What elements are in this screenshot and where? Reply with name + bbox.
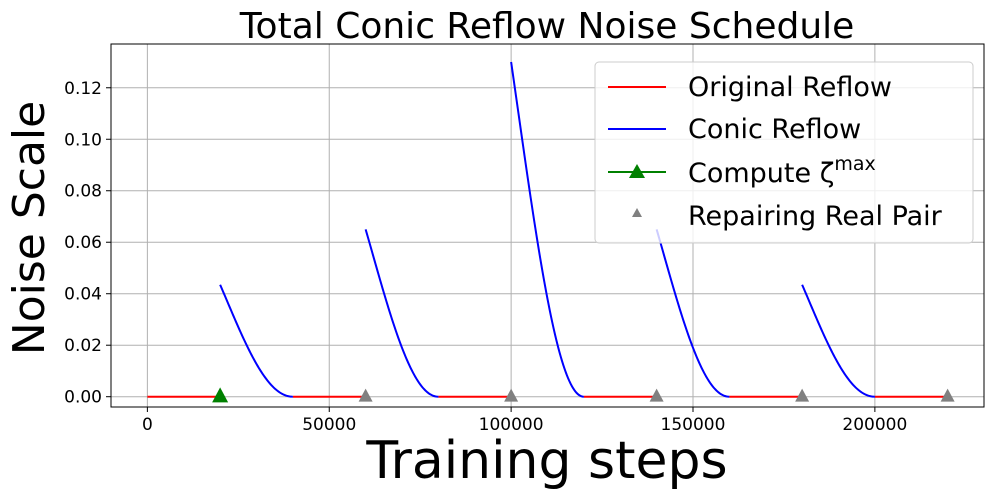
legend-label-repairing-real-pair: Repairing Real Pair bbox=[688, 201, 943, 232]
legend-swatch-compute-marker bbox=[629, 164, 645, 178]
x-axis-label: Training steps bbox=[365, 431, 727, 491]
chart-title: Total Conic Reflow Noise Schedule bbox=[239, 6, 855, 47]
conic-reflow-segment bbox=[364, 229, 439, 398]
legend-swatch-repairing-marker bbox=[632, 208, 642, 217]
legend-label-conic-reflow: Conic Reflow bbox=[688, 114, 861, 145]
y-tick-label: 0.02 bbox=[64, 336, 102, 356]
repairing-real-pair-marker bbox=[940, 388, 955, 402]
x-tick-label: 200000 bbox=[842, 415, 907, 435]
x-tick-label: 100000 bbox=[479, 415, 544, 435]
legend-label-compute: Compute ζmax bbox=[688, 153, 876, 189]
y-tick-label: 0.08 bbox=[64, 182, 102, 202]
plot-frame bbox=[110, 43, 985, 408]
conic-reflow-segment bbox=[510, 61, 584, 398]
y-tick-label: 0.12 bbox=[64, 79, 102, 99]
axis-ticks: 0 50000 100000 150000 200000 0.00 0.02 0.04 0.06… bbox=[64, 79, 907, 435]
x-tick-label: 0 bbox=[142, 415, 153, 435]
y-tick-label: 0.04 bbox=[64, 285, 102, 305]
x-tick-label: 50000 bbox=[302, 415, 356, 435]
repairing-real-pair-marker bbox=[358, 388, 373, 402]
legend-label-original-reflow: Original Reflow bbox=[688, 72, 892, 103]
repairing-real-pair-marker bbox=[649, 388, 664, 402]
repairing-real-pair-marker bbox=[795, 388, 810, 402]
y-axis-label: Noise Scale bbox=[4, 101, 55, 355]
y-tick-label: 0.06 bbox=[64, 233, 102, 253]
repairing-real-pair-marker bbox=[504, 388, 519, 402]
y-tick-label: 0.00 bbox=[64, 388, 102, 408]
legend-box bbox=[594, 61, 974, 244]
x-tick-label: 150000 bbox=[661, 415, 726, 435]
y-tick-label: 0.10 bbox=[64, 130, 102, 150]
plot-area bbox=[147, 61, 955, 403]
conic-reflow-segment bbox=[655, 229, 730, 398]
legend-label-compute-main: Compute ζ bbox=[688, 158, 834, 189]
conic-reflow-segment bbox=[219, 284, 293, 398]
legend: Original Reflow Conic Reflow Compute ζma… bbox=[594, 61, 974, 244]
legend-label-compute-sup: max bbox=[834, 153, 875, 175]
conic-reflow-segment bbox=[801, 284, 875, 398]
compute-zeta-max-marker bbox=[212, 387, 229, 403]
